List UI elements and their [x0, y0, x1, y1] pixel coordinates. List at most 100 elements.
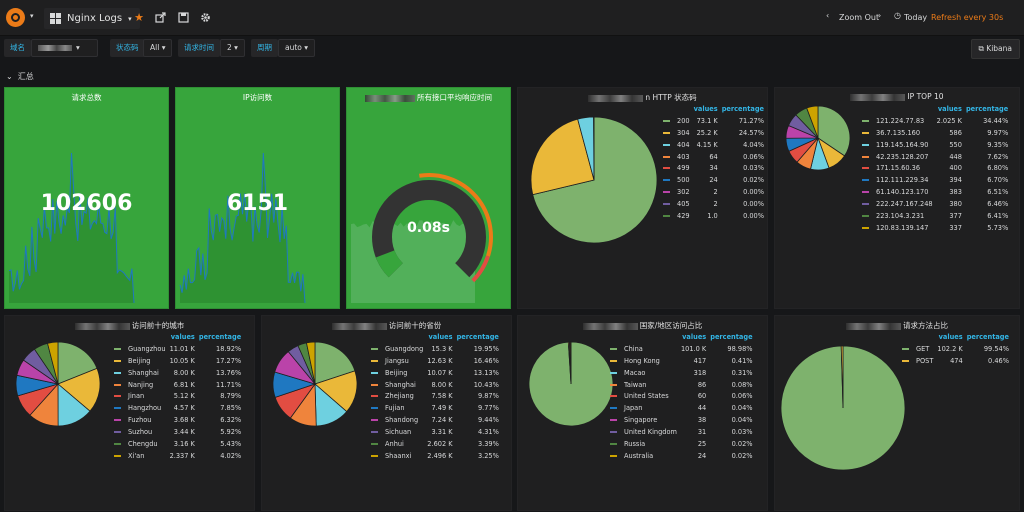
legend-item[interactable]: Suzhou 3.44 K 5.92%: [112, 426, 243, 438]
pie-slice-304[interactable]: [530, 118, 595, 196]
time-back-chevron-icon[interactable]: ‹: [826, 11, 830, 20]
share-icon[interactable]: [155, 12, 166, 23]
panel-ip-visits[interactable]: IP访问数 6151: [175, 87, 340, 309]
zoom-out-button[interactable]: Zoom Out: [839, 13, 880, 22]
row-collapse-header[interactable]: ⌄ 汇总: [6, 71, 34, 82]
pie-slice-Guangzhou[interactable]: [57, 341, 98, 385]
legend-item[interactable]: Russia 25 0.02%: [608, 438, 755, 450]
legend-item[interactable]: Shandong 7.24 K 9.44%: [369, 414, 501, 426]
pie-slice-Jiangsu[interactable]: [314, 370, 358, 413]
legend-item[interactable]: 112.111.229.34 394 6.70%: [860, 174, 1010, 186]
legend-item[interactable]: 171.15.60.36 400 6.80%: [860, 162, 1010, 174]
legend-item[interactable]: Guangdong 15.3 K 19.95%: [369, 343, 501, 355]
legend-item[interactable]: Xi'an 2.337 K 4.02%: [112, 450, 243, 462]
panel-top-cities[interactable]: 访问前十的城市 values percentage Guangzhou 11.01 K…: [4, 315, 255, 511]
legend-item[interactable]: Macao 318 0.31%: [608, 367, 755, 379]
legend-item[interactable]: 223.104.3.231 377 6.41%: [860, 210, 1010, 222]
legend-item[interactable]: Chengdu 3.16 K 5.43%: [112, 438, 243, 450]
legend-item[interactable]: Taiwan 86 0.08%: [608, 379, 755, 391]
legend-value: 101.0 K: [680, 344, 707, 353]
legend-item[interactable]: Singapore 38 0.04%: [608, 414, 755, 426]
legend-item[interactable]: Nanjing 6.81 K 11.71%: [112, 379, 243, 391]
legend-label: 405: [677, 200, 690, 209]
pie-slice-Guangdong[interactable]: [314, 341, 356, 385]
legend-item[interactable]: 200 73.1 K 71.27%: [661, 115, 766, 127]
legend-item[interactable]: Japan 44 0.04%: [608, 402, 755, 414]
legend-item[interactable]: 302 2 0.00%: [661, 186, 766, 198]
var-select-domain[interactable]: ▾: [31, 39, 98, 57]
legend-item[interactable]: Jinan 5.12 K 8.79%: [112, 390, 243, 402]
panel-top-provinces[interactable]: 访问前十的省份 values percentage Guangdong 15.3 K 1…: [261, 315, 512, 511]
pie-slice-200[interactable]: [532, 116, 658, 244]
legend-item[interactable]: Beijing 10.07 K 13.13%: [369, 367, 501, 379]
pie-slice-POST[interactable]: [840, 345, 844, 409]
panel-title-text: 国家/地区访问占比: [639, 321, 703, 330]
legend-item[interactable]: Shaanxi 2.496 K 3.25%: [369, 450, 501, 462]
star-icon[interactable]: ★: [134, 11, 144, 24]
legend-label: Guangzhou: [128, 344, 166, 353]
time-range-picker[interactable]: Today: [904, 13, 928, 22]
legend-item[interactable]: Shanghai 8.00 K 10.43%: [369, 379, 501, 391]
legend-item[interactable]: 42.235.128.207 448 7.62%: [860, 151, 1010, 163]
legend-item[interactable]: Fujian 7.49 K 9.77%: [369, 402, 501, 414]
legend-item[interactable]: POST 474 0.46%: [900, 355, 1011, 367]
legend-item[interactable]: 222.247.167.248 380 6.46%: [860, 198, 1010, 210]
var-select-status[interactable]: All ▾: [143, 39, 173, 57]
legend-item[interactable]: United Kingdom 31 0.03%: [608, 426, 755, 438]
var-select-time[interactable]: 2 ▾: [220, 39, 245, 57]
legend-item[interactable]: Sichuan 3.31 K 4.31%: [369, 426, 501, 438]
legend-item[interactable]: 119.145.164.90 550 9.35%: [860, 139, 1010, 151]
pie-legend: values percentage GET 102.2 K 99.54% POST 474 0…: [900, 331, 1011, 367]
legend-item[interactable]: Jiangsu 12.63 K 16.46%: [369, 355, 501, 367]
panel-total-requests[interactable]: 请求总数 102606: [4, 87, 169, 309]
panel-countries[interactable]: 国家/地区访问占比 values percentage China 101.0 K 98…: [517, 315, 768, 511]
legend-item[interactable]: 61.140.123.170 383 6.51%: [860, 186, 1010, 198]
legend-item[interactable]: 36.7.135.160 586 9.97%: [860, 127, 1010, 139]
legend-item[interactable]: United States 60 0.06%: [608, 390, 755, 402]
pie-legend: values percentage Guangzhou 11.01 K 18.92% Be…: [112, 331, 243, 462]
legend-item[interactable]: 121.224.77.83 2.025 K 34.44%: [860, 115, 1010, 127]
legend-item[interactable]: 500 24 0.02%: [661, 174, 766, 186]
legend-item[interactable]: Shanghai 8.00 K 13.76%: [112, 367, 243, 379]
pie-slice-Beijing[interactable]: [57, 367, 101, 412]
legend-item[interactable]: Fuzhou 3.68 K 6.32%: [112, 414, 243, 426]
legend-item[interactable]: Beijing 10.05 K 17.27%: [112, 355, 243, 367]
legend-swatch: [114, 347, 121, 350]
legend-item[interactable]: 405 2 0.00%: [661, 198, 766, 210]
legend-item[interactable]: 120.83.139.147 337 5.73%: [860, 222, 1010, 234]
save-icon[interactable]: [178, 12, 189, 23]
panel-title-text: 访问前十的城市: [131, 321, 185, 330]
pie-slice-Xi'an[interactable]: [47, 341, 59, 385]
legend-value: 34: [709, 164, 718, 173]
panel-request-methods[interactable]: 请求方法占比 values percentage GET 102.2 K 99.54% P…: [774, 315, 1020, 511]
legend-label: Beijing: [128, 356, 151, 365]
time-forward-chevron-icon[interactable]: ›: [878, 11, 882, 20]
legend-item[interactable]: 499 34 0.03%: [661, 162, 766, 174]
legend-item[interactable]: 429 1.0 0.00%: [661, 210, 766, 222]
legend-item[interactable]: China 101.0 K 98.98%: [608, 343, 755, 355]
legend-item[interactable]: 304 25.2 K 24.57%: [661, 127, 766, 139]
refresh-interval[interactable]: Refresh every 30s: [931, 13, 1004, 22]
legend-item[interactable]: Zhejiang 7.58 K 9.87%: [369, 390, 501, 402]
legend-item[interactable]: Anhui 2.602 K 3.39%: [369, 438, 501, 450]
kibana-link[interactable]: ⧉ Kibana: [970, 39, 1020, 59]
panel-avg-response[interactable]: 所有接口平均响应时间 0.08s: [346, 87, 511, 309]
legend-item[interactable]: Hangzhou 4.57 K 7.85%: [112, 402, 243, 414]
legend-item[interactable]: Guangzhou 11.01 K 18.92%: [112, 343, 243, 355]
pie-slice-Shaanxi[interactable]: [306, 341, 316, 385]
panel-http-status[interactable]: n HTTP 状态码 values percentage 200 73.1 K 71.2…: [517, 87, 768, 309]
legend-percentage: 6.46%: [987, 200, 1009, 209]
grafana-menu-button[interactable]: ▾: [4, 8, 38, 28]
legend-item[interactable]: 404 4.15 K 4.04%: [661, 139, 766, 151]
legend-item[interactable]: Hong Kong 417 0.41%: [608, 355, 755, 367]
settings-gear-icon[interactable]: [200, 12, 211, 23]
var-select-period[interactable]: auto ▾: [278, 39, 316, 57]
panel-ip-top10[interactable]: IP TOP 10 values percentage 121.224.77.83 2…: [774, 87, 1020, 309]
pie-slice-120.83.139.147[interactable]: [806, 105, 819, 139]
legend-label: Guangdong: [385, 344, 424, 353]
dashboard-picker[interactable]: Nginx Logs ▾: [44, 8, 140, 29]
legend-item[interactable]: 403 64 0.06%: [661, 151, 766, 163]
pie-slice-121.224.77.83[interactable]: [817, 105, 851, 157]
legend-item[interactable]: GET 102.2 K 99.54%: [900, 343, 1011, 355]
legend-item[interactable]: Australia 24 0.02%: [608, 450, 755, 462]
